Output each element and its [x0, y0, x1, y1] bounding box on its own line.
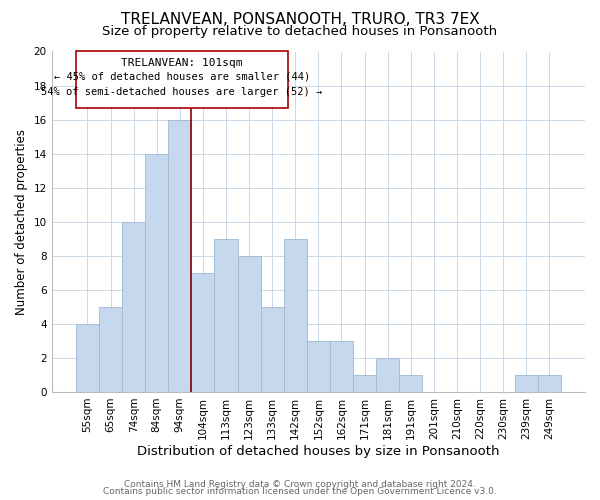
Bar	[260, 307, 284, 392]
Text: ← 45% of detached houses are smaller (44): ← 45% of detached houses are smaller (44…	[54, 71, 310, 81]
Bar	[376, 358, 399, 392]
Text: Contains HM Land Registry data © Crown copyright and database right 2024.: Contains HM Land Registry data © Crown c…	[124, 480, 476, 489]
Text: Size of property relative to detached houses in Ponsanooth: Size of property relative to detached ho…	[103, 25, 497, 38]
Bar	[76, 324, 99, 392]
Bar	[307, 341, 330, 392]
Bar	[145, 154, 168, 392]
Bar	[284, 239, 307, 392]
Text: 54% of semi-detached houses are larger (52) →: 54% of semi-detached houses are larger (…	[41, 88, 323, 98]
Text: Contains public sector information licensed under the Open Government Licence v3: Contains public sector information licen…	[103, 487, 497, 496]
Bar	[515, 375, 538, 392]
Text: TRELANVEAN, PONSANOOTH, TRURO, TR3 7EX: TRELANVEAN, PONSANOOTH, TRURO, TR3 7EX	[121, 12, 479, 28]
Bar	[168, 120, 191, 392]
Bar	[214, 239, 238, 392]
Bar	[191, 273, 214, 392]
Bar	[238, 256, 260, 392]
Text: TRELANVEAN: 101sqm: TRELANVEAN: 101sqm	[121, 58, 243, 68]
Bar	[330, 341, 353, 392]
Bar	[76, 52, 289, 108]
X-axis label: Distribution of detached houses by size in Ponsanooth: Distribution of detached houses by size …	[137, 444, 500, 458]
Bar	[399, 375, 422, 392]
Bar	[99, 307, 122, 392]
Y-axis label: Number of detached properties: Number of detached properties	[15, 128, 28, 314]
Bar	[353, 375, 376, 392]
Bar	[122, 222, 145, 392]
Bar	[538, 375, 561, 392]
